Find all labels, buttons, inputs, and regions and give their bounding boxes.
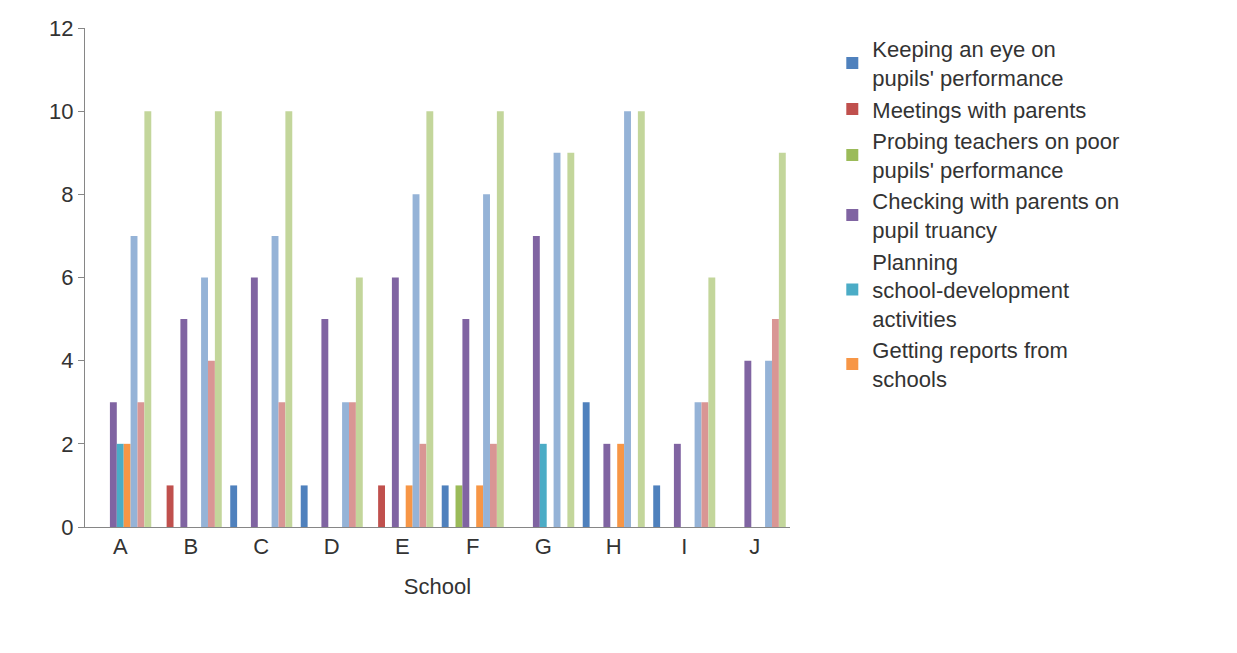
svg-text:Meetings with parents: Meetings with parents [872,98,1086,123]
svg-text:E: E [395,534,410,559]
svg-text:2: 2 [61,432,73,457]
svg-text:J: J [749,534,760,559]
svg-text:F: F [466,534,479,559]
svg-text:Probing teachers on poorpupils: Probing teachers on poorpupils' performa… [872,129,1119,183]
svg-text:A: A [113,534,128,559]
svg-text:Checking with parents onpupil: Checking with parents onpupil truancy [872,189,1119,243]
svg-text:C: C [253,534,269,559]
svg-text:Keeping an eye onpupils' perfo: Keeping an eye onpupils' performance [872,37,1063,91]
svg-text:0: 0 [61,515,73,540]
svg-text:8: 8 [61,182,73,207]
svg-text:4: 4 [61,348,73,373]
svg-text:School: School [404,574,471,599]
svg-text:10: 10 [49,99,73,124]
svg-text:D: D [324,534,340,559]
svg-text:H: H [606,534,622,559]
svg-text:I: I [681,534,687,559]
svg-text:B: B [183,534,198,559]
svg-text:12: 12 [49,16,73,41]
svg-text:6: 6 [61,265,73,290]
svg-text:G: G [535,534,552,559]
svg-text:Getting reports fromschools: Getting reports fromschools [872,338,1068,392]
svg-text:Planningschool-developmentacti: Planningschool-developmentactivities [872,250,1069,332]
